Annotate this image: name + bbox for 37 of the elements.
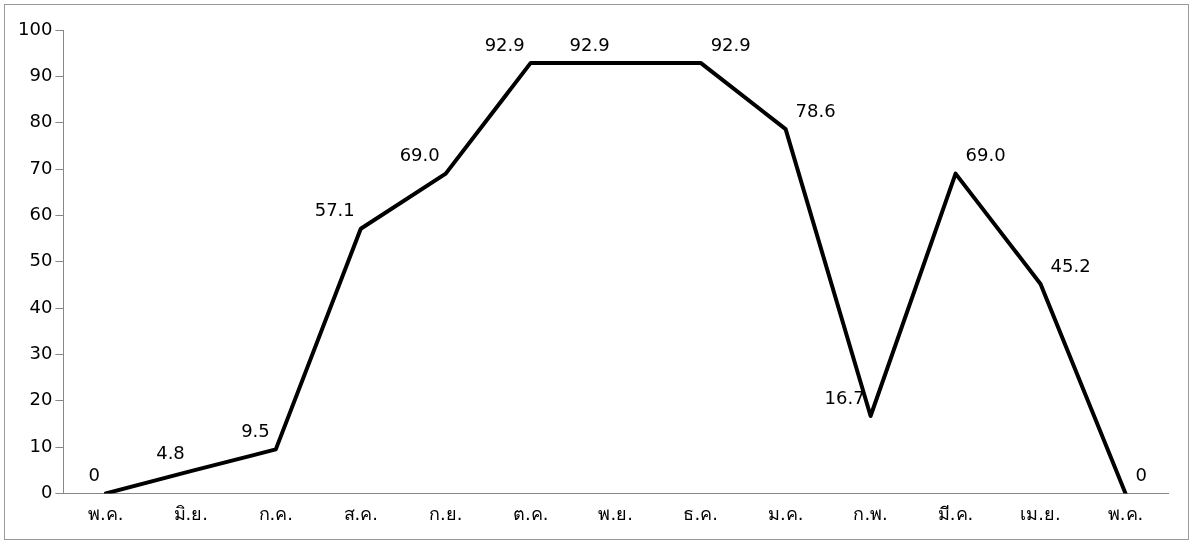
data-label: 45.2 bbox=[1050, 254, 1091, 276]
y-tick-label: 100 bbox=[18, 17, 53, 39]
data-label: 16.7 bbox=[824, 386, 865, 408]
y-tick-label: 10 bbox=[29, 434, 53, 456]
data-label: 69.0 bbox=[965, 144, 1006, 166]
y-tick-label: 60 bbox=[29, 203, 53, 225]
x-tick-label: ก.พ. bbox=[853, 502, 888, 524]
y-tick-label: 30 bbox=[29, 342, 53, 364]
y-tick-label: 80 bbox=[29, 110, 53, 132]
data-label: 9.5 bbox=[241, 420, 270, 442]
x-tick-label: ม.ค. bbox=[767, 502, 804, 524]
x-tick-label: ต.ค. bbox=[512, 502, 549, 524]
data-label: 57.1 bbox=[314, 199, 355, 221]
data-label: 92.9 bbox=[569, 33, 610, 55]
y-tick-label: 0 bbox=[40, 481, 53, 503]
data-label: 78.6 bbox=[795, 99, 836, 121]
data-label: 0 bbox=[1135, 464, 1147, 486]
x-tick-label: ส.ค. bbox=[343, 502, 378, 524]
x-tick-label: พ.ค. bbox=[88, 502, 124, 524]
x-tick-label: พ.ค. bbox=[1107, 502, 1144, 524]
x-tick-label: มี.ค. bbox=[937, 502, 974, 524]
data-label: 92.9 bbox=[710, 33, 751, 55]
x-tick-label: มิ.ย. bbox=[173, 502, 209, 524]
data-label: 4.8 bbox=[156, 441, 185, 463]
y-tick-label: 70 bbox=[29, 156, 53, 178]
x-tick-label: ก.ย. bbox=[429, 502, 463, 524]
x-tick-label: พ.ย. bbox=[598, 502, 633, 524]
x-tick-label: เม.ย. bbox=[1020, 502, 1061, 524]
data-label: 92.9 bbox=[484, 33, 525, 55]
y-tick-label: 90 bbox=[29, 64, 53, 86]
y-tick-label: 40 bbox=[29, 295, 53, 317]
data-label: 0 bbox=[88, 464, 100, 486]
y-tick-label: 20 bbox=[29, 388, 53, 410]
x-tick-label: ธ.ค. bbox=[683, 502, 718, 524]
data-label: 69.0 bbox=[399, 144, 440, 166]
y-tick-label: 50 bbox=[29, 249, 53, 271]
x-tick-label: ก.ค. bbox=[258, 502, 294, 524]
